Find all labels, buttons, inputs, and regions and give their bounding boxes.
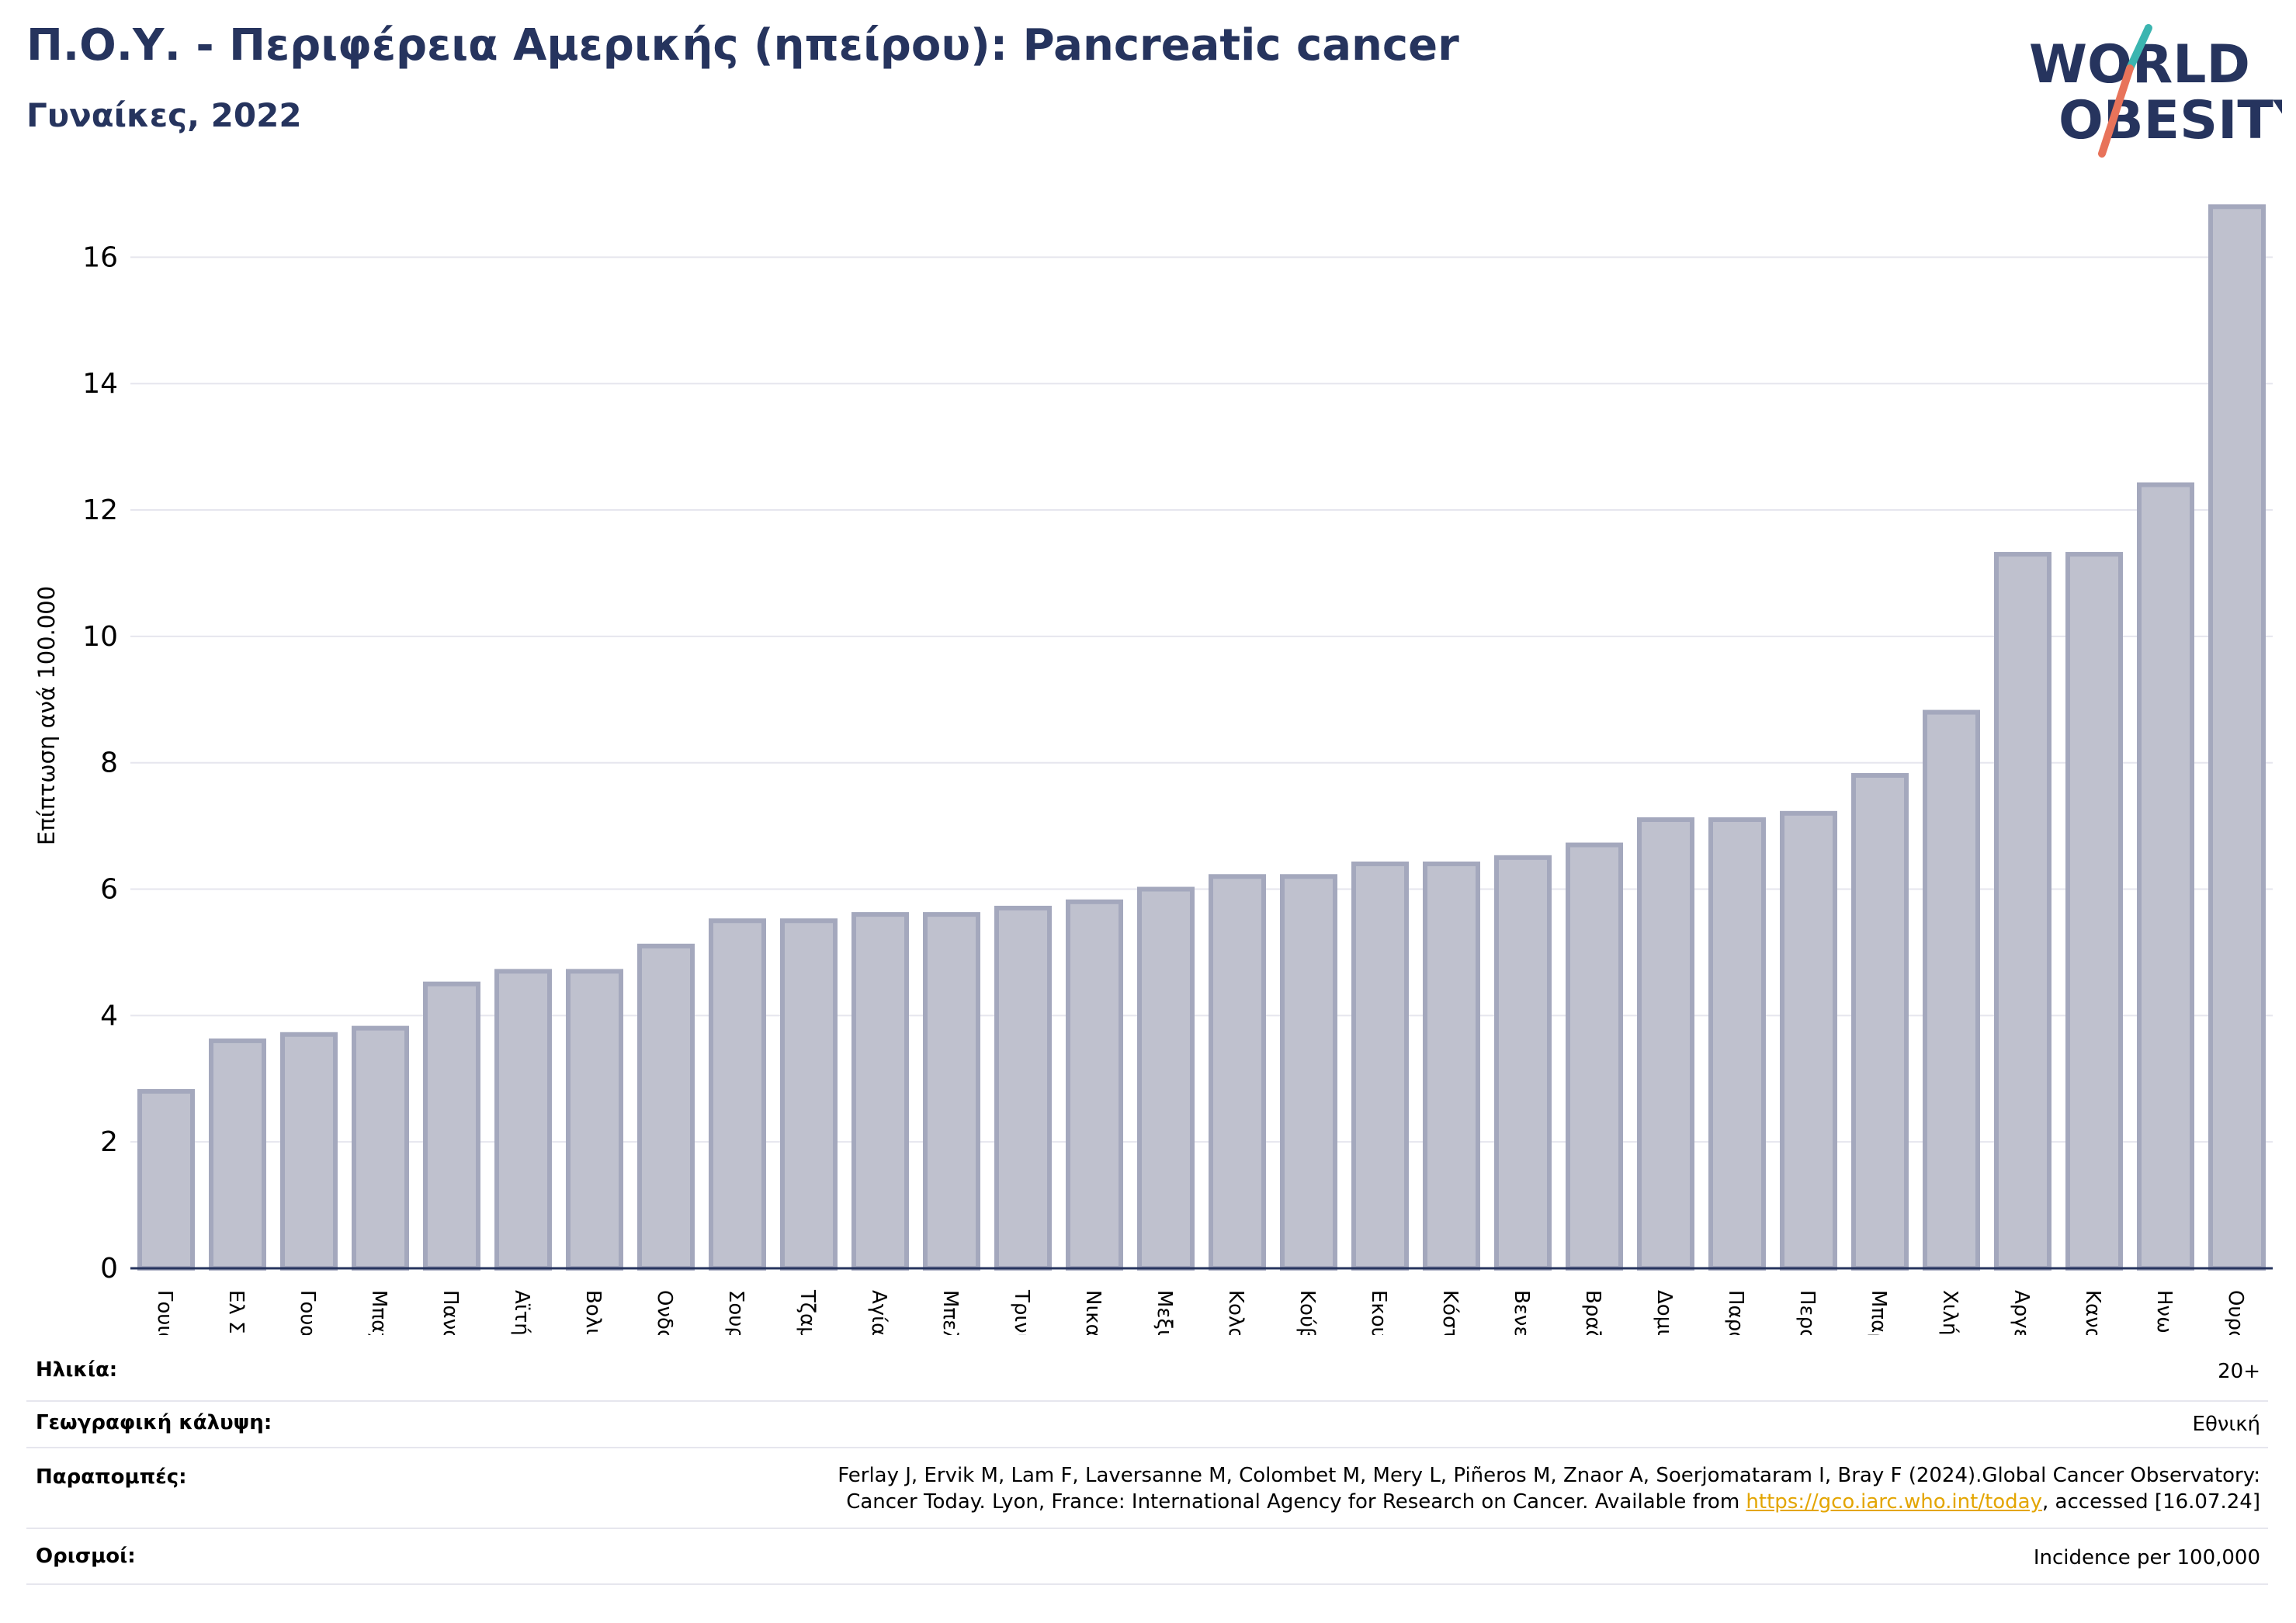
y-tick-label: 14 bbox=[82, 368, 118, 400]
bar[interactable] bbox=[923, 912, 980, 1271]
bar[interactable] bbox=[2208, 204, 2266, 1271]
x-tick-label: Αϊτή bbox=[510, 1290, 533, 1335]
coverage-value: Εθνική bbox=[2192, 1413, 2260, 1436]
x-tick-label: Ελ Σαλβαδόρ bbox=[224, 1290, 248, 1335]
bar[interactable] bbox=[1637, 817, 1694, 1271]
x-tick-label: Μπελίζ bbox=[938, 1290, 962, 1335]
age-value: 20+ bbox=[2218, 1360, 2260, 1383]
x-tick-label: Καναδάς bbox=[2081, 1290, 2104, 1335]
bar[interactable] bbox=[2065, 552, 2123, 1271]
references-link[interactable]: https://gco.iarc.who.int/today bbox=[1746, 1490, 2043, 1514]
bar-chart: 0 2 4 6 8 10 12 14 16 Γουιάνα Ελ Σαλβαδόρ Γουατεμά… bbox=[33, 204, 2273, 1335]
bar[interactable] bbox=[1708, 817, 1766, 1271]
bar[interactable] bbox=[1351, 861, 1409, 1271]
x-tick-label: Εκουαδόρ bbox=[1367, 1290, 1390, 1335]
x-tick-label: Ονδούρα bbox=[653, 1290, 676, 1335]
x-tick-label: Ουρουγουάη bbox=[2224, 1290, 2247, 1335]
y-tick-label: 12 bbox=[82, 494, 118, 526]
chart-subtitle: Γυναίκες, 2022 bbox=[26, 96, 302, 134]
bar[interactable] bbox=[780, 918, 838, 1271]
x-tick-label: Βολιβία bbox=[581, 1290, 605, 1335]
references-line-2-text: Cancer Today. Lyon, France: Internationa… bbox=[846, 1490, 1746, 1514]
y-tick-label: 0 bbox=[100, 1253, 118, 1285]
x-tick-label: Γουατεμάλα bbox=[296, 1290, 319, 1335]
x-tick-label: Περού bbox=[1795, 1290, 1819, 1335]
references-line-2: Cancer Today. Lyon, France: Internationa… bbox=[838, 1489, 2260, 1515]
y-tick-label: 2 bbox=[100, 1126, 118, 1158]
definitions-value: Incidence per 100,000 bbox=[2033, 1546, 2260, 1569]
x-tick-label: Σουρινάμ bbox=[724, 1290, 747, 1335]
bar[interactable] bbox=[209, 1038, 266, 1271]
bar[interactable] bbox=[637, 943, 695, 1271]
x-tick-label: Κόστα Ρίκα bbox=[1438, 1290, 1462, 1335]
definitions-label: Ορισμοί: bbox=[36, 1545, 136, 1568]
x-tick-label: Μπαχάμες bbox=[367, 1290, 390, 1335]
bar[interactable] bbox=[423, 981, 480, 1271]
coverage-label: Γεωγραφική κάλυψη: bbox=[36, 1411, 272, 1434]
bar[interactable] bbox=[494, 969, 552, 1271]
x-tick-label: Δομινικανή Δημοκρατία bbox=[1653, 1290, 1676, 1335]
x-tick-label: Γουιάνα bbox=[153, 1290, 176, 1335]
bar[interactable] bbox=[1209, 874, 1266, 1271]
x-tick-label: Αγία Λουκία bbox=[867, 1290, 890, 1335]
x-tick-label: Κολομβία bbox=[1224, 1290, 1247, 1335]
bar[interactable] bbox=[709, 918, 766, 1271]
y-axis-label: Επίπτωση ανά 100.000 bbox=[33, 586, 60, 845]
logo-slash-teal bbox=[2126, 24, 2152, 72]
bar[interactable] bbox=[137, 1089, 195, 1271]
bar[interactable] bbox=[280, 1032, 338, 1271]
x-tick-label: Μεξικό bbox=[1153, 1290, 1176, 1335]
bar[interactable] bbox=[1494, 855, 1552, 1271]
bar[interactable] bbox=[1780, 810, 1837, 1271]
logo-text-obesity: OBESITY bbox=[2058, 90, 2282, 151]
meta-row-references: Παραπομπές: Ferlay J, Ervik M, Lam F, La… bbox=[26, 1448, 2268, 1529]
references-accessed: , accessed [16.07.24] bbox=[2042, 1490, 2260, 1514]
bar[interactable] bbox=[1923, 709, 1980, 1271]
y-tick-label: 4 bbox=[100, 1000, 118, 1032]
bar[interactable] bbox=[1423, 861, 1480, 1271]
x-tick-label: Κούβα bbox=[1295, 1290, 1319, 1335]
references-label: Παραπομπές: bbox=[36, 1465, 187, 1489]
x-tick-label: Ηνωμένες Πολιτείες bbox=[2152, 1290, 2176, 1335]
x-tick-label: Τζαμάικα bbox=[796, 1289, 819, 1335]
bar[interactable] bbox=[352, 1025, 409, 1271]
bar[interactable] bbox=[994, 905, 1052, 1271]
logo-slash-coral bbox=[2098, 64, 2134, 158]
bars bbox=[137, 204, 2266, 1271]
x-tick-label: Χιλή bbox=[1938, 1290, 1961, 1335]
meta-row-coverage: Γεωγραφική κάλυψη: Εθνική bbox=[26, 1402, 2268, 1448]
y-tick-label: 10 bbox=[82, 621, 118, 653]
bar[interactable] bbox=[1566, 842, 1623, 1271]
references-line-1: Ferlay J, Ervik M, Lam F, Laversanne M, … bbox=[838, 1464, 2260, 1487]
bar[interactable] bbox=[1066, 899, 1123, 1271]
y-tick-label: 6 bbox=[100, 874, 118, 906]
references-value: Ferlay J, Ervik M, Lam F, Laversanne M, … bbox=[838, 1462, 2260, 1515]
meta-row-definitions: Ορισμοί: Incidence per 100,000 bbox=[26, 1529, 2268, 1585]
x-tick-label: Βενεζουέλα bbox=[1510, 1290, 1533, 1335]
world-obesity-logo: WORLD OBESITY bbox=[2029, 24, 2282, 158]
y-tick-labels: 0 2 4 6 8 10 12 14 16 bbox=[82, 241, 118, 1285]
y-tick-label: 16 bbox=[82, 241, 118, 273]
x-tick-label: Μπαρμπάντος bbox=[1867, 1290, 1890, 1335]
x-tick-label: Νικαράγουα bbox=[1081, 1290, 1105, 1335]
gridlines bbox=[130, 256, 2273, 1143]
bar[interactable] bbox=[1994, 552, 2051, 1271]
x-tick-label: Παναμάς bbox=[439, 1290, 462, 1335]
x-tick-label: Βραζιλία bbox=[1581, 1290, 1604, 1335]
x-tick-labels: Γουιάνα Ελ Σαλβαδόρ Γουατεμάλα Μπαχάμες Πανα… bbox=[153, 1289, 2247, 1335]
age-label: Ηλικία: bbox=[36, 1358, 118, 1382]
bar[interactable] bbox=[851, 912, 909, 1271]
y-tick-label: 8 bbox=[100, 747, 118, 779]
bar[interactable] bbox=[1280, 874, 1337, 1271]
chart-title: Π.Ο.Υ. - Περιφέρεια Αμερικής (ηπείρου): … bbox=[26, 20, 1459, 71]
bar[interactable] bbox=[2137, 482, 2194, 1271]
bar[interactable] bbox=[1851, 772, 1909, 1271]
x-tick-label: Αργεντινή bbox=[2010, 1290, 2033, 1335]
bar[interactable] bbox=[566, 969, 623, 1271]
meta-row-age: Ηλικία: 20+ bbox=[26, 1337, 2268, 1402]
x-tick-label: Παραγουάη bbox=[1724, 1290, 1747, 1335]
x-tick-label: Τρινιντάντ και Τομπάγκο bbox=[1010, 1289, 1033, 1335]
bar[interactable] bbox=[1137, 886, 1195, 1271]
